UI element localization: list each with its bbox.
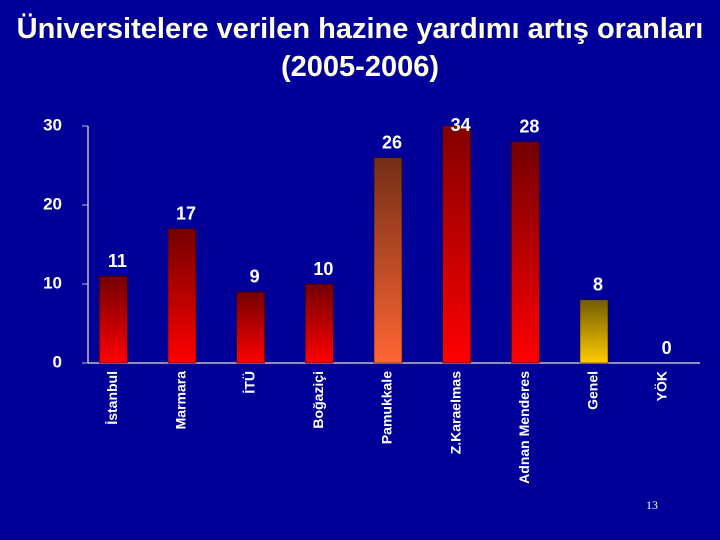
chart-title: Üniversitelere verilen hazine yardımı ar… — [16, 13, 704, 83]
y-tick-label: 10 — [43, 273, 62, 292]
value-label: 17 — [176, 203, 196, 223]
x-tick-label: Marmara — [173, 371, 189, 430]
y-tick-label: 20 — [43, 194, 62, 213]
bar — [99, 275, 128, 364]
x-tick-label: YÖK — [653, 371, 669, 401]
bar — [167, 228, 197, 364]
bar — [305, 283, 334, 364]
value-label: 34 — [451, 115, 471, 135]
bar — [579, 299, 609, 364]
value-label: 9 — [250, 267, 260, 287]
x-tick-label: Z.Karaelmas — [447, 371, 463, 454]
y-tick-label: 30 — [43, 115, 62, 134]
x-tick-label: Pamukkale — [379, 371, 395, 444]
x-tick-label: Genel — [585, 371, 601, 410]
value-label: 28 — [519, 117, 539, 137]
x-tick-label: Boğaziçi — [310, 371, 326, 429]
value-label: 11 — [108, 251, 127, 271]
x-tick-label: İstanbul — [104, 371, 120, 425]
value-label: 26 — [382, 132, 402, 152]
x-tick-label: İTÜ — [241, 371, 257, 394]
bar — [511, 141, 540, 364]
bar — [236, 291, 265, 364]
value-label: 0 — [662, 338, 672, 358]
bar — [373, 157, 403, 364]
value-label: 8 — [593, 275, 603, 295]
x-tick-label: Adnan Menderes — [516, 371, 532, 484]
y-tick-label: 0 — [53, 352, 62, 371]
value-label: 10 — [313, 259, 333, 279]
slide-number: 13 — [646, 498, 658, 512]
